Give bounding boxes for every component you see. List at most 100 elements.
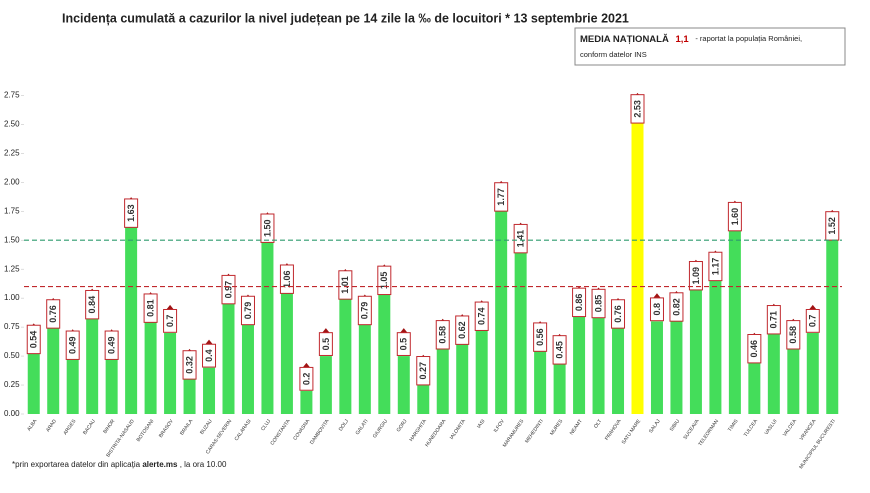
value-label-box xyxy=(494,182,509,212)
bar xyxy=(183,376,196,414)
value-label-text: 0.5 xyxy=(399,338,409,351)
value-label-text: 0.2 xyxy=(301,373,311,386)
value-label: 0.84 xyxy=(85,289,100,320)
value-label-text: 0.79 xyxy=(243,302,253,320)
value-label-text: 0.8 xyxy=(652,303,662,316)
value-label: 0.46 xyxy=(747,334,762,364)
value-label: 0.32 xyxy=(182,350,197,380)
value-label: 0.71 xyxy=(766,305,781,335)
value-label: 0.7 xyxy=(805,308,820,333)
value-label-box xyxy=(46,299,61,329)
y-tick-label: 0.50 xyxy=(4,351,20,360)
value-label-box xyxy=(630,94,645,124)
value-label-text: 1.60 xyxy=(730,208,740,226)
y-tick-label: 2.75 xyxy=(4,90,20,99)
value-label-box xyxy=(377,265,392,296)
bar xyxy=(728,228,741,414)
bar xyxy=(86,316,99,414)
value-label: 0.85 xyxy=(591,288,606,319)
chart-title: Incidența cumulată a cazurilor la nivel … xyxy=(62,11,629,25)
value-label-box xyxy=(124,198,139,228)
value-label-box xyxy=(182,350,197,380)
footnote-source: alerte.ms xyxy=(142,460,178,469)
value-label-text: 0.85 xyxy=(593,295,603,313)
y-tick-label: 1.25 xyxy=(4,264,20,273)
bar xyxy=(475,328,488,414)
bar xyxy=(397,356,410,414)
value-label: 1.01 xyxy=(338,270,353,300)
value-label-text: 0.45 xyxy=(554,341,564,359)
value-label-box xyxy=(396,332,411,356)
value-label: 0.7 xyxy=(163,308,178,333)
annotation-box: MEDIA NAȚIONALĂ 1,1 - raportat la popula… xyxy=(574,27,846,66)
value-label-text: 1.77 xyxy=(496,188,506,206)
bar xyxy=(358,322,371,414)
y-tick-label: 2.25 xyxy=(4,148,20,157)
bar xyxy=(66,357,79,414)
value-label-box xyxy=(202,343,217,368)
bar xyxy=(573,314,586,414)
value-label-text: 0.71 xyxy=(769,311,779,329)
value-label: 0.86 xyxy=(572,287,587,318)
value-label-box xyxy=(786,320,801,350)
bar xyxy=(709,278,722,414)
annotation-note-2: conform datelor INS xyxy=(580,50,647,59)
bar xyxy=(319,356,332,414)
value-label: 1.17 xyxy=(708,251,723,282)
value-label-box xyxy=(65,330,80,360)
value-label-box xyxy=(416,356,431,386)
bar xyxy=(280,291,293,414)
footnote-text: *prin exportarea datelor din aplicația xyxy=(12,460,141,469)
y-tick-label: 1.00 xyxy=(4,293,20,302)
value-label-text: 0.5 xyxy=(321,338,331,351)
value-label: 0.76 xyxy=(46,299,61,329)
value-label-text: 0.7 xyxy=(165,315,175,328)
bar xyxy=(417,382,430,414)
bar xyxy=(105,357,118,414)
bar xyxy=(436,346,449,414)
value-label-text: 0.27 xyxy=(418,362,428,380)
annotation-frame xyxy=(574,27,846,66)
bar xyxy=(787,346,800,414)
bar xyxy=(748,360,761,414)
bar xyxy=(144,320,157,414)
bar xyxy=(534,349,547,414)
value-label-text: 0.76 xyxy=(613,305,623,323)
y-tick-label: 0.75 xyxy=(4,322,20,331)
value-label-box xyxy=(591,288,606,319)
value-label-text: 1.06 xyxy=(282,270,292,288)
bar xyxy=(612,325,625,414)
value-label: 0.4 xyxy=(202,343,217,368)
x-tick-label: IASI xyxy=(476,418,486,429)
value-label-text: 0.54 xyxy=(29,331,39,349)
value-label-text: 1.41 xyxy=(516,230,526,248)
value-label: 1.50 xyxy=(260,213,275,243)
value-label: 0.49 xyxy=(104,330,119,360)
bar xyxy=(670,318,683,414)
value-label: 0.49 xyxy=(65,330,80,360)
value-label-box xyxy=(163,308,178,333)
value-label: 1.06 xyxy=(279,264,294,294)
value-label: 0.58 xyxy=(435,320,450,350)
value-label-box xyxy=(318,332,333,356)
value-label-box xyxy=(26,324,41,355)
value-label-text: 0.84 xyxy=(87,296,97,314)
value-label: 0.56 xyxy=(533,322,548,352)
value-label: 0.5 xyxy=(318,332,333,356)
footnote-time: , la ora 10.00 xyxy=(180,460,227,469)
value-label-text: 0.86 xyxy=(574,294,584,312)
value-label-text: 0.4 xyxy=(204,349,214,362)
value-label-box xyxy=(747,334,762,364)
value-label-box xyxy=(513,223,528,254)
value-label-box xyxy=(474,301,489,331)
bar xyxy=(767,331,780,414)
value-label-text: 0.46 xyxy=(749,340,759,358)
bar xyxy=(631,120,644,415)
value-label-text: 0.62 xyxy=(457,321,467,339)
value-label-box xyxy=(338,270,353,300)
value-label: 0.97 xyxy=(221,274,236,305)
value-label-box xyxy=(727,201,742,232)
value-label-text: 1.09 xyxy=(691,267,701,285)
y-tick-label: 0.25 xyxy=(4,380,20,389)
value-label-box xyxy=(357,295,372,326)
